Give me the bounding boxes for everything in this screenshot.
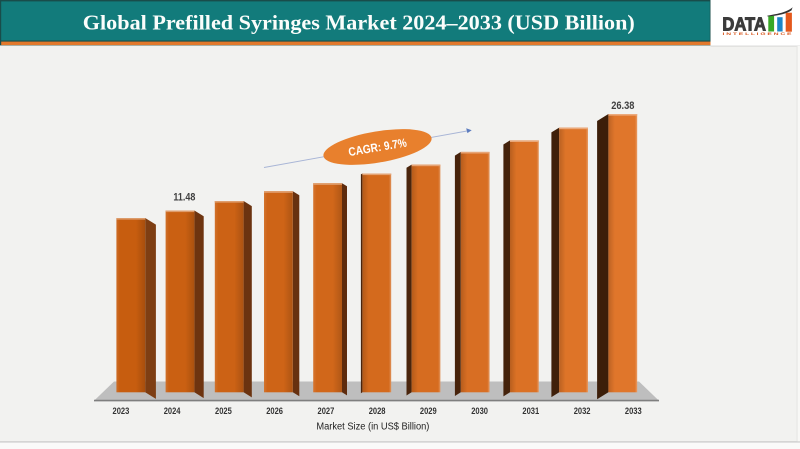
svg-text:2023: 2023 bbox=[113, 406, 130, 416]
svg-text:2029: 2029 bbox=[420, 406, 437, 416]
svg-text:Global Prefilled Syringes Mark: Global Prefilled Syringes Market 2024–20… bbox=[83, 11, 635, 35]
svg-text:2031: 2031 bbox=[522, 406, 539, 416]
svg-text:11.48: 11.48 bbox=[173, 192, 195, 204]
svg-text:2032: 2032 bbox=[574, 406, 591, 416]
svg-text:26.38: 26.38 bbox=[611, 100, 634, 112]
svg-text:2025: 2025 bbox=[215, 406, 232, 416]
svg-text:2033: 2033 bbox=[625, 406, 642, 416]
svg-text:Market Size (in US$ Billion): Market Size (in US$ Billion) bbox=[316, 421, 429, 432]
svg-text:2030: 2030 bbox=[471, 406, 488, 416]
svg-text:2026: 2026 bbox=[266, 406, 283, 416]
svg-text:2028: 2028 bbox=[369, 406, 386, 416]
svg-text:DATA: DATA bbox=[722, 13, 766, 34]
svg-text:I N T E L L I G E N C E: I N T E L L I G E N C E bbox=[723, 31, 793, 36]
svg-text:2024: 2024 bbox=[164, 406, 181, 416]
svg-text:2027: 2027 bbox=[318, 406, 335, 416]
